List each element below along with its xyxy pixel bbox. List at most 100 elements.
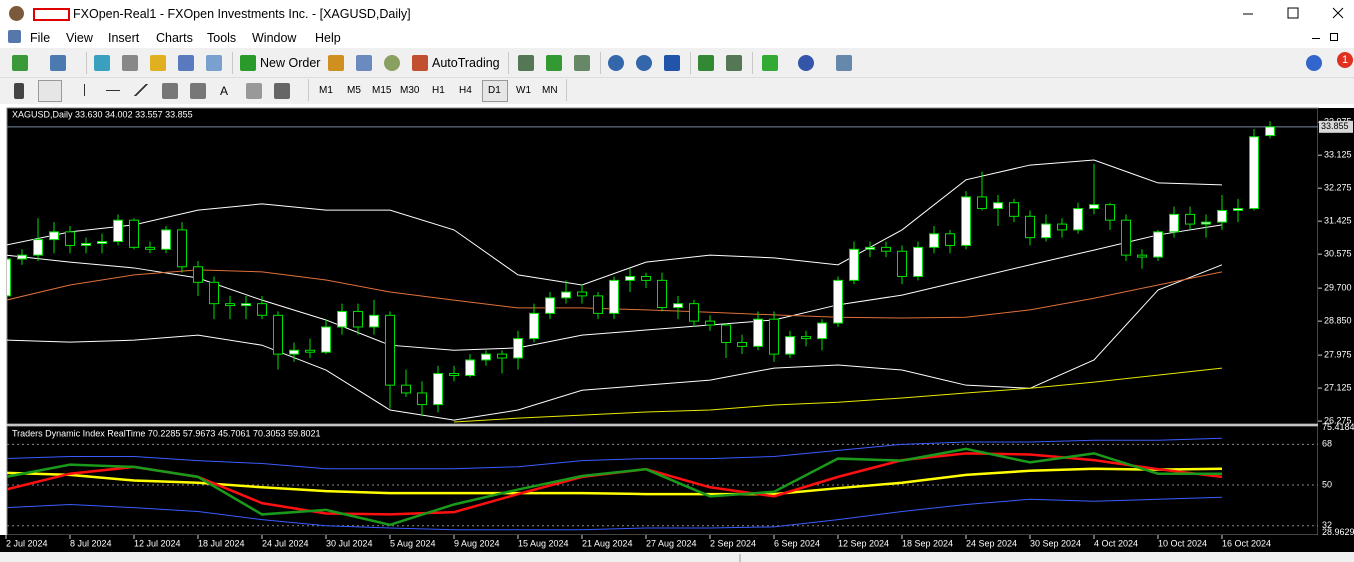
zoom-in[interactable]	[608, 55, 624, 71]
y-tick-label: 31.425	[1324, 216, 1352, 226]
candle-body	[609, 279, 619, 314]
autotrading[interactable]: AutoTrading	[432, 56, 500, 70]
x-tick-label: 2 Sep 2024	[710, 538, 756, 548]
timeframe[interactable]: H1	[432, 85, 445, 96]
chart-shift[interactable]	[726, 55, 742, 71]
new-chart[interactable]	[12, 55, 28, 71]
x-tick-label: 10 Oct 2024	[1158, 538, 1207, 548]
profiles[interactable]	[50, 55, 66, 71]
timeframe[interactable]: H4	[459, 85, 472, 96]
candle-body	[577, 291, 587, 297]
window-controls[interactable]	[1230, 0, 1354, 28]
candle-body	[865, 246, 875, 250]
signals[interactable]	[356, 55, 372, 71]
menu-item[interactable]: File	[30, 31, 51, 45]
indicators[interactable]	[762, 55, 778, 71]
x-tick-label: 18 Sep 2024	[902, 538, 953, 548]
label-tool[interactable]	[246, 83, 262, 99]
overlay-line	[7, 224, 1223, 351]
x-tick-label: 27 Aug 2024	[646, 538, 697, 548]
data-window[interactable]	[122, 55, 138, 71]
x-tick-label: 6 Sep 2024	[774, 538, 820, 548]
new-order-icon[interactable]	[240, 55, 256, 71]
toolbar-lines: A M1 M5 M15 M30 H1 H4 D1 W1 MN	[0, 78, 1354, 104]
timeframe[interactable]: M15	[372, 85, 392, 96]
vline[interactable]	[84, 84, 85, 96]
menu-item[interactable]: Insert	[108, 31, 140, 45]
candle-body	[1025, 215, 1035, 239]
market-watch[interactable]	[94, 55, 110, 71]
bar-chart[interactable]	[518, 55, 534, 71]
candle-body	[977, 196, 987, 210]
channel[interactable]	[162, 83, 178, 99]
menu-item[interactable]: Charts	[156, 31, 193, 45]
menu-item[interactable]: Tools	[207, 31, 237, 45]
candle-body	[1249, 136, 1259, 210]
candle-body	[481, 353, 491, 361]
autotrading-icon[interactable]	[412, 55, 428, 71]
doc-icon	[8, 30, 21, 43]
menu-bar: File View Insert Charts Tools Window Hel…	[0, 28, 1354, 48]
autoscroll[interactable]	[698, 55, 714, 71]
chart: XAGUSD,Daily 33.630 34.002 33.557 33.855…	[0, 104, 1354, 562]
zoom-out[interactable]	[636, 55, 652, 71]
y-tick-label: 27.125	[1324, 382, 1352, 392]
menu-item[interactable]: Help	[315, 31, 341, 45]
y-tick-label: 29.700	[1324, 283, 1352, 293]
close[interactable]	[1332, 7, 1344, 19]
maximize[interactable]	[1287, 7, 1299, 19]
navigator[interactable]	[150, 55, 166, 71]
candle-body	[1185, 213, 1195, 225]
candle-body	[353, 310, 363, 328]
notification-badge[interactable]: 1	[1337, 52, 1353, 68]
trendline[interactable]	[134, 84, 148, 96]
candle-body	[81, 242, 91, 246]
candle-body	[273, 314, 283, 355]
crosshair[interactable]	[38, 80, 62, 102]
chart-header: XAGUSD,Daily 33.630 34.002 33.557 33.855	[12, 109, 193, 119]
search[interactable]	[1306, 55, 1322, 71]
timeframe[interactable]: M5	[347, 85, 361, 96]
candle-body	[209, 281, 219, 305]
menu-item[interactable]: Window	[252, 31, 297, 45]
candle-body	[433, 373, 443, 406]
indicator-title: Traders Dynamic Index RealTime 70.2285 5…	[12, 428, 321, 438]
timeframe[interactable]: MN	[542, 85, 558, 96]
timeframe[interactable]: D1	[488, 85, 501, 96]
candle-body	[257, 303, 267, 316]
cursor[interactable]	[14, 83, 24, 99]
indicator-tick-label: 50	[1322, 479, 1332, 489]
candle-body	[113, 219, 123, 243]
overlay-line	[453, 367, 1223, 423]
active-timeframe[interactable]	[482, 80, 508, 102]
community[interactable]	[384, 55, 400, 71]
periods[interactable]	[798, 55, 814, 71]
menu-item[interactable]: View	[66, 31, 93, 45]
text-tool[interactable]: A	[220, 84, 229, 98]
timeframe[interactable]: M30	[400, 85, 420, 96]
line-chart[interactable]	[574, 55, 590, 71]
candle-body	[881, 246, 891, 252]
timeframe[interactable]: M1	[319, 85, 333, 96]
fibo[interactable]	[190, 83, 206, 99]
candle-body	[545, 297, 555, 314]
arrows[interactable]	[274, 83, 290, 99]
templates[interactable]	[836, 55, 852, 71]
y-tick-label: 33.125	[1324, 150, 1352, 160]
child-minimize[interactable]	[1312, 38, 1320, 39]
indicator-tick-label: 68	[1322, 439, 1332, 449]
terminal[interactable]	[178, 55, 194, 71]
hline[interactable]	[106, 90, 120, 91]
candle-body	[801, 336, 811, 340]
x-tick-label: 12 Sep 2024	[838, 538, 889, 548]
candle-body	[929, 233, 939, 248]
tester[interactable]	[206, 55, 222, 71]
new-order[interactable]: New Order	[260, 56, 321, 70]
candle-body	[1201, 221, 1211, 225]
child-restore[interactable]	[1330, 33, 1338, 41]
metaeditor[interactable]	[328, 55, 344, 71]
candles[interactable]	[546, 55, 562, 71]
y-tick-label: 26.275	[1324, 415, 1352, 425]
timeframe[interactable]: W1	[516, 85, 531, 96]
tile[interactable]	[664, 55, 680, 71]
